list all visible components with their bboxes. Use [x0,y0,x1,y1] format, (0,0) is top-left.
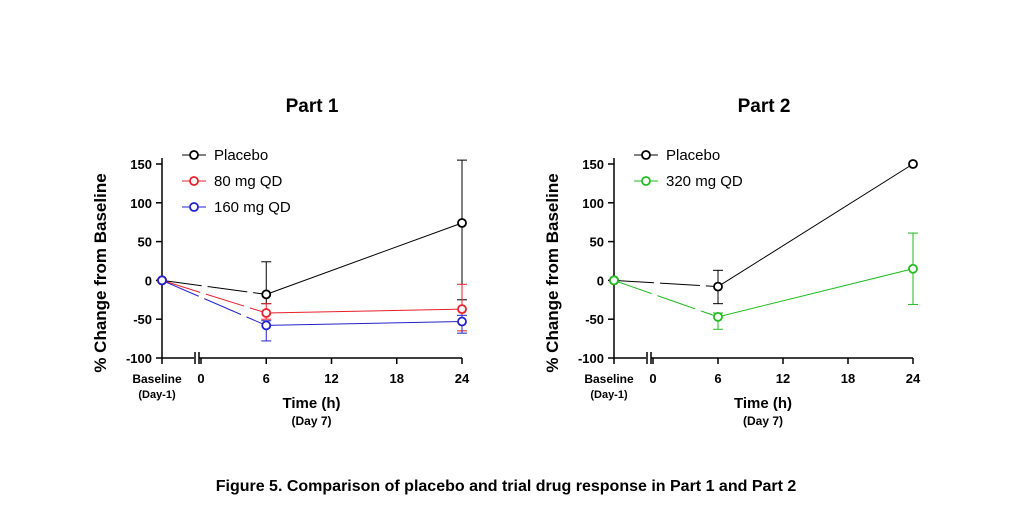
series-line-segment [613,279,719,288]
series-line-segment [161,279,267,326]
x-tick-label: 6 [714,371,721,386]
data-point [908,263,918,274]
y-tick-label: 50 [138,235,152,250]
series-line-segment [161,279,267,314]
figure-caption: Figure 5. Comparison of placebo and tria… [215,478,797,495]
series-line-segment [161,279,267,295]
legend-marker [189,202,199,212]
legend-marker [641,176,651,186]
y-tick-label: -100 [578,351,604,366]
legend-label: Placebo [214,147,268,164]
legend-entry: 80 mg QD [182,173,283,190]
data-point-baseline [609,275,619,286]
legend-label: 80 mg QD [214,173,283,190]
legend-label: Placebo [666,147,720,164]
chart-panel-1: Part 1 % Change from Baseline -100 -50 0 50 10… [91,96,470,428]
data-point [457,316,467,327]
legend-marker [189,150,199,160]
series-line-segment [266,321,463,326]
x-tick-sublabel-baseline: (Day-1) [590,389,628,401]
x-tick-label-baseline: Baseline [584,372,634,386]
data-point [713,281,723,292]
legend-entry: 320 mg QD [634,173,743,190]
x-tick-label-baseline: Baseline [132,372,182,386]
y-axis-label: % Change from Baseline [91,173,110,372]
y-tick-label: 150 [582,157,604,172]
x-tick-label: 24 [455,371,470,386]
x-tick-label: 12 [324,371,338,386]
series-line-segment [613,279,719,318]
y-tick-label: -50 [585,312,604,327]
series-line-segment [266,308,463,314]
y-axis-label: % Change from Baseline [543,173,562,372]
legend-entry: Placebo [182,147,268,164]
chart-title: Part 2 [738,96,791,117]
data-point [713,311,723,322]
y-tick-label: -100 [126,351,152,366]
y-tick-label: 100 [582,196,604,211]
series-placebo [609,159,918,305]
legend-entry: Placebo [634,147,720,164]
data-point-baseline [157,275,167,286]
y-tick-label: 0 [597,273,604,288]
series-320-mg-qd [609,232,918,330]
data-point [457,218,467,228]
x-tick-label: 12 [776,371,790,386]
y-tick-label: 100 [130,196,152,211]
y-tick-label: 0 [145,273,152,288]
x-axis-label: Time (h) [282,395,340,412]
legend-marker [189,176,199,186]
y-tick-label: 50 [590,235,604,250]
x-tick-label: 0 [197,371,204,386]
x-tick-label: 24 [906,371,921,386]
series-line-segment [717,268,914,318]
legend-label: 160 mg QD [214,199,291,216]
chart-title: Part 1 [286,96,339,117]
y-tick-label: 150 [130,157,152,172]
legend-label: 320 mg QD [666,173,743,190]
x-tick-label: 0 [649,371,656,386]
series-line-segment [717,163,914,288]
x-axis-sublabel: (Day 7) [743,414,783,428]
legend-marker [641,150,651,160]
y-tick-label: -50 [133,312,152,327]
x-tick-label: 6 [263,371,270,386]
x-tick-label: 18 [841,371,855,386]
x-axis-label: Time (h) [734,395,792,412]
series-160-mg-qd [157,275,467,342]
x-tick-sublabel-baseline: (Day-1) [138,389,176,401]
x-axis-sublabel: (Day 7) [291,414,331,428]
series-placebo [157,159,467,305]
legend-entry: 160 mg QD [182,199,291,216]
data-point [457,304,467,315]
series-line-segment [266,222,463,295]
data-point [261,320,272,331]
data-point [261,308,272,318]
data-point [908,159,918,169]
chart-panel-2: Part 2 % Change from Baseline -100 -50 0 50 10… [543,96,921,428]
data-point [261,289,272,300]
x-tick-label: 18 [390,371,404,386]
